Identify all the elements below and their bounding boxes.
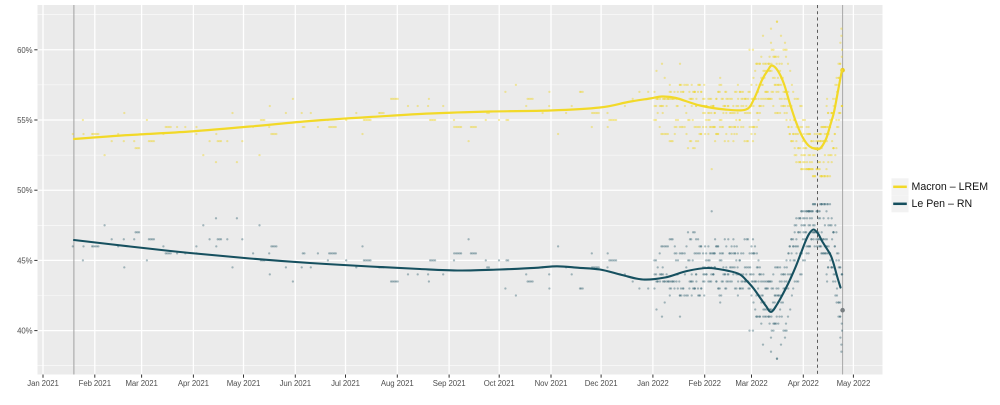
svg-text:Jun 2021: Jun 2021: [280, 379, 311, 388]
svg-text:Jan 2021: Jan 2021: [27, 379, 58, 388]
svg-text:Feb 2022: Feb 2022: [689, 379, 721, 388]
svg-text:May 2022: May 2022: [837, 379, 871, 388]
svg-text:Dec 2021: Dec 2021: [585, 379, 618, 388]
svg-text:40%: 40%: [17, 327, 33, 336]
svg-text:Jan 2022: Jan 2022: [637, 379, 668, 388]
svg-text:Macron – LREM: Macron – LREM: [912, 181, 989, 193]
svg-text:Mar 2021: Mar 2021: [125, 379, 157, 388]
svg-text:45%: 45%: [17, 256, 33, 265]
svg-text:Feb 2021: Feb 2021: [79, 379, 111, 388]
svg-text:Le Pen – RN: Le Pen – RN: [912, 198, 973, 210]
svg-text:Apr 2022: Apr 2022: [788, 379, 819, 388]
svg-text:Oct 2021: Oct 2021: [484, 379, 515, 388]
svg-text:Jul 2021: Jul 2021: [331, 379, 360, 388]
svg-text:Nov 2021: Nov 2021: [535, 379, 568, 388]
svg-text:60%: 60%: [17, 46, 33, 55]
svg-text:55%: 55%: [17, 116, 33, 125]
svg-text:Apr 2021: Apr 2021: [178, 379, 209, 388]
svg-text:Mar 2022: Mar 2022: [735, 379, 767, 388]
svg-text:Sep 2021: Sep 2021: [433, 379, 466, 388]
svg-text:50%: 50%: [17, 186, 33, 195]
svg-text:May 2021: May 2021: [227, 379, 261, 388]
svg-text:Aug 2021: Aug 2021: [381, 379, 414, 388]
